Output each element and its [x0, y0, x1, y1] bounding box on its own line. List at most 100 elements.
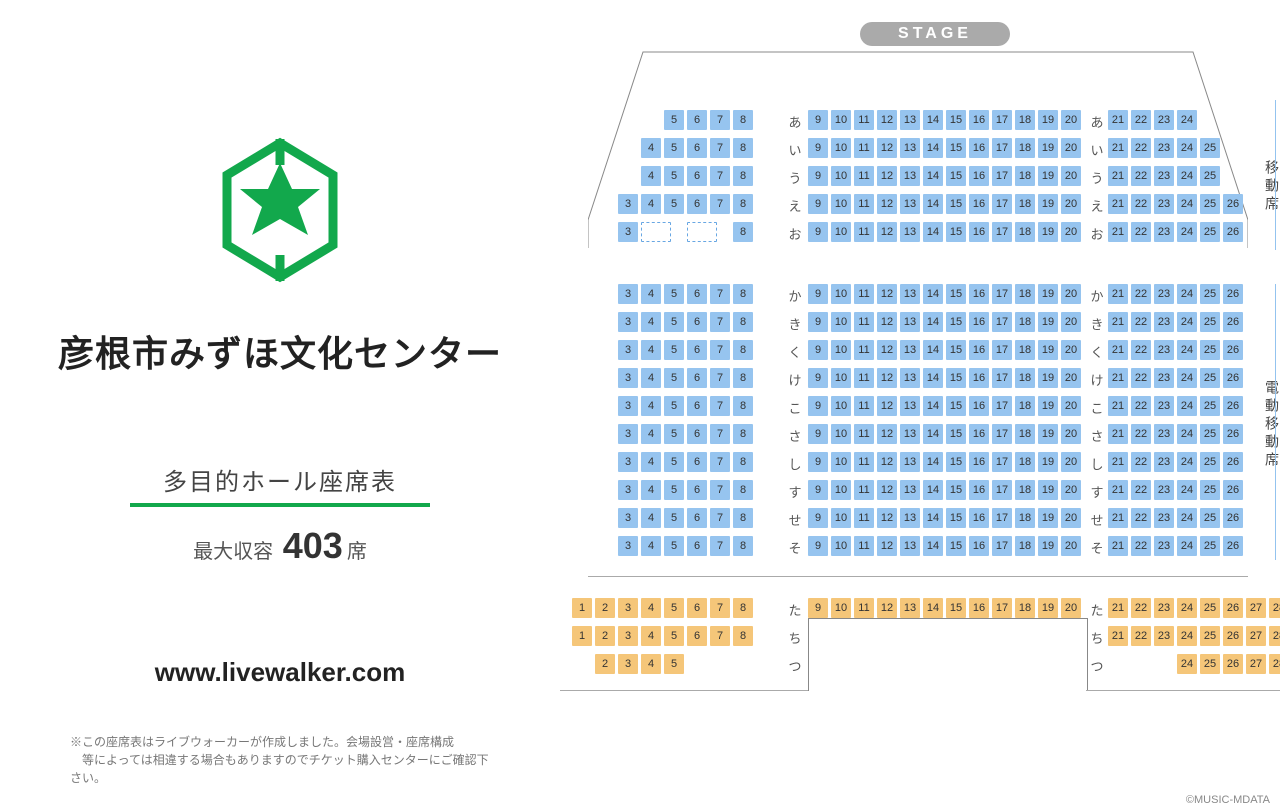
- seat: 13: [900, 312, 920, 332]
- seat: 9: [808, 110, 828, 130]
- seat: 9: [808, 480, 828, 500]
- seat: 17: [992, 452, 1012, 472]
- seat: 25: [1200, 480, 1220, 500]
- seat: 12: [877, 598, 897, 618]
- seat: 24: [1177, 166, 1197, 186]
- seat: 19: [1038, 138, 1058, 158]
- seat: 26: [1223, 340, 1243, 360]
- seat: 5: [664, 598, 684, 618]
- seat-empty: [641, 222, 671, 242]
- seat: 15: [946, 508, 966, 528]
- seat: 8: [733, 598, 753, 618]
- seat: 24: [1177, 654, 1197, 674]
- seat: 16: [969, 598, 989, 618]
- seat: 26: [1223, 424, 1243, 444]
- seat: 18: [1015, 284, 1035, 304]
- seat: 14: [923, 340, 943, 360]
- seat: 23: [1154, 222, 1174, 242]
- seat: 20: [1061, 222, 1081, 242]
- seat: 14: [923, 368, 943, 388]
- seating-chart: STAGE 5678910111213141516171819202122232…: [560, 0, 1280, 812]
- seat: 3: [618, 508, 638, 528]
- seat: 17: [992, 424, 1012, 444]
- seat: 25: [1200, 598, 1220, 618]
- seat: 3: [618, 536, 638, 556]
- seat: 24: [1177, 194, 1197, 214]
- seat: 17: [992, 138, 1012, 158]
- seat: 22: [1131, 452, 1151, 472]
- seat: 19: [1038, 110, 1058, 130]
- seat: 13: [900, 110, 920, 130]
- row-label: お: [786, 224, 804, 243]
- row-label: す: [1088, 482, 1106, 501]
- seat: 26: [1223, 368, 1243, 388]
- row-label: か: [786, 286, 804, 305]
- seat: 9: [808, 222, 828, 242]
- seat: 19: [1038, 340, 1058, 360]
- seat: 12: [877, 166, 897, 186]
- seat: 5: [664, 110, 684, 130]
- seat: 5: [664, 424, 684, 444]
- seat: 21: [1108, 480, 1128, 500]
- seat: 17: [992, 598, 1012, 618]
- seat: 5: [664, 654, 684, 674]
- seat: 9: [808, 396, 828, 416]
- seat: 3: [618, 284, 638, 304]
- seat: 11: [854, 110, 874, 130]
- seat: 21: [1108, 138, 1128, 158]
- seat: 17: [992, 368, 1012, 388]
- seat: 19: [1038, 452, 1058, 472]
- seat: 11: [854, 368, 874, 388]
- seat: 24: [1177, 312, 1197, 332]
- seat: 8: [733, 368, 753, 388]
- seat: 25: [1200, 654, 1220, 674]
- seat: 4: [641, 396, 661, 416]
- seat: 12: [877, 110, 897, 130]
- seat: 4: [641, 340, 661, 360]
- seat: 5: [664, 452, 684, 472]
- seat: 24: [1177, 536, 1197, 556]
- seat: 7: [710, 626, 730, 646]
- seat: 25: [1200, 194, 1220, 214]
- seat: 13: [900, 166, 920, 186]
- seat: 11: [854, 166, 874, 186]
- seat: 26: [1223, 508, 1243, 528]
- seat: 20: [1061, 396, 1081, 416]
- seat: 10: [831, 110, 851, 130]
- seat: 22: [1131, 626, 1151, 646]
- seat: 7: [710, 508, 730, 528]
- seat: 17: [992, 340, 1012, 360]
- seat: 17: [992, 110, 1012, 130]
- seat: 12: [877, 222, 897, 242]
- seat: 8: [733, 340, 753, 360]
- seat: 14: [923, 166, 943, 186]
- site-url: www.livewalker.com: [155, 657, 406, 688]
- seat: 19: [1038, 598, 1058, 618]
- seat: 17: [992, 312, 1012, 332]
- seat: 14: [923, 536, 943, 556]
- seat: 16: [969, 508, 989, 528]
- seat: 16: [969, 166, 989, 186]
- seat: 11: [854, 396, 874, 416]
- seat: 21: [1108, 508, 1128, 528]
- seat: 18: [1015, 536, 1035, 556]
- seat: 10: [831, 166, 851, 186]
- seat: 12: [877, 536, 897, 556]
- seat: 21: [1108, 396, 1128, 416]
- seat: 26: [1223, 284, 1243, 304]
- seat: 23: [1154, 110, 1174, 130]
- seat: 9: [808, 138, 828, 158]
- seat: 13: [900, 424, 920, 444]
- seat: 20: [1061, 508, 1081, 528]
- seat: 23: [1154, 452, 1174, 472]
- seat: 24: [1177, 508, 1197, 528]
- seat: 23: [1154, 340, 1174, 360]
- seat: 1: [572, 626, 592, 646]
- seat: 6: [687, 312, 707, 332]
- seat: 24: [1177, 138, 1197, 158]
- seat: 11: [854, 284, 874, 304]
- row-label: き: [1088, 314, 1106, 333]
- seat: 5: [664, 284, 684, 304]
- seat: 12: [877, 368, 897, 388]
- seat: 13: [900, 138, 920, 158]
